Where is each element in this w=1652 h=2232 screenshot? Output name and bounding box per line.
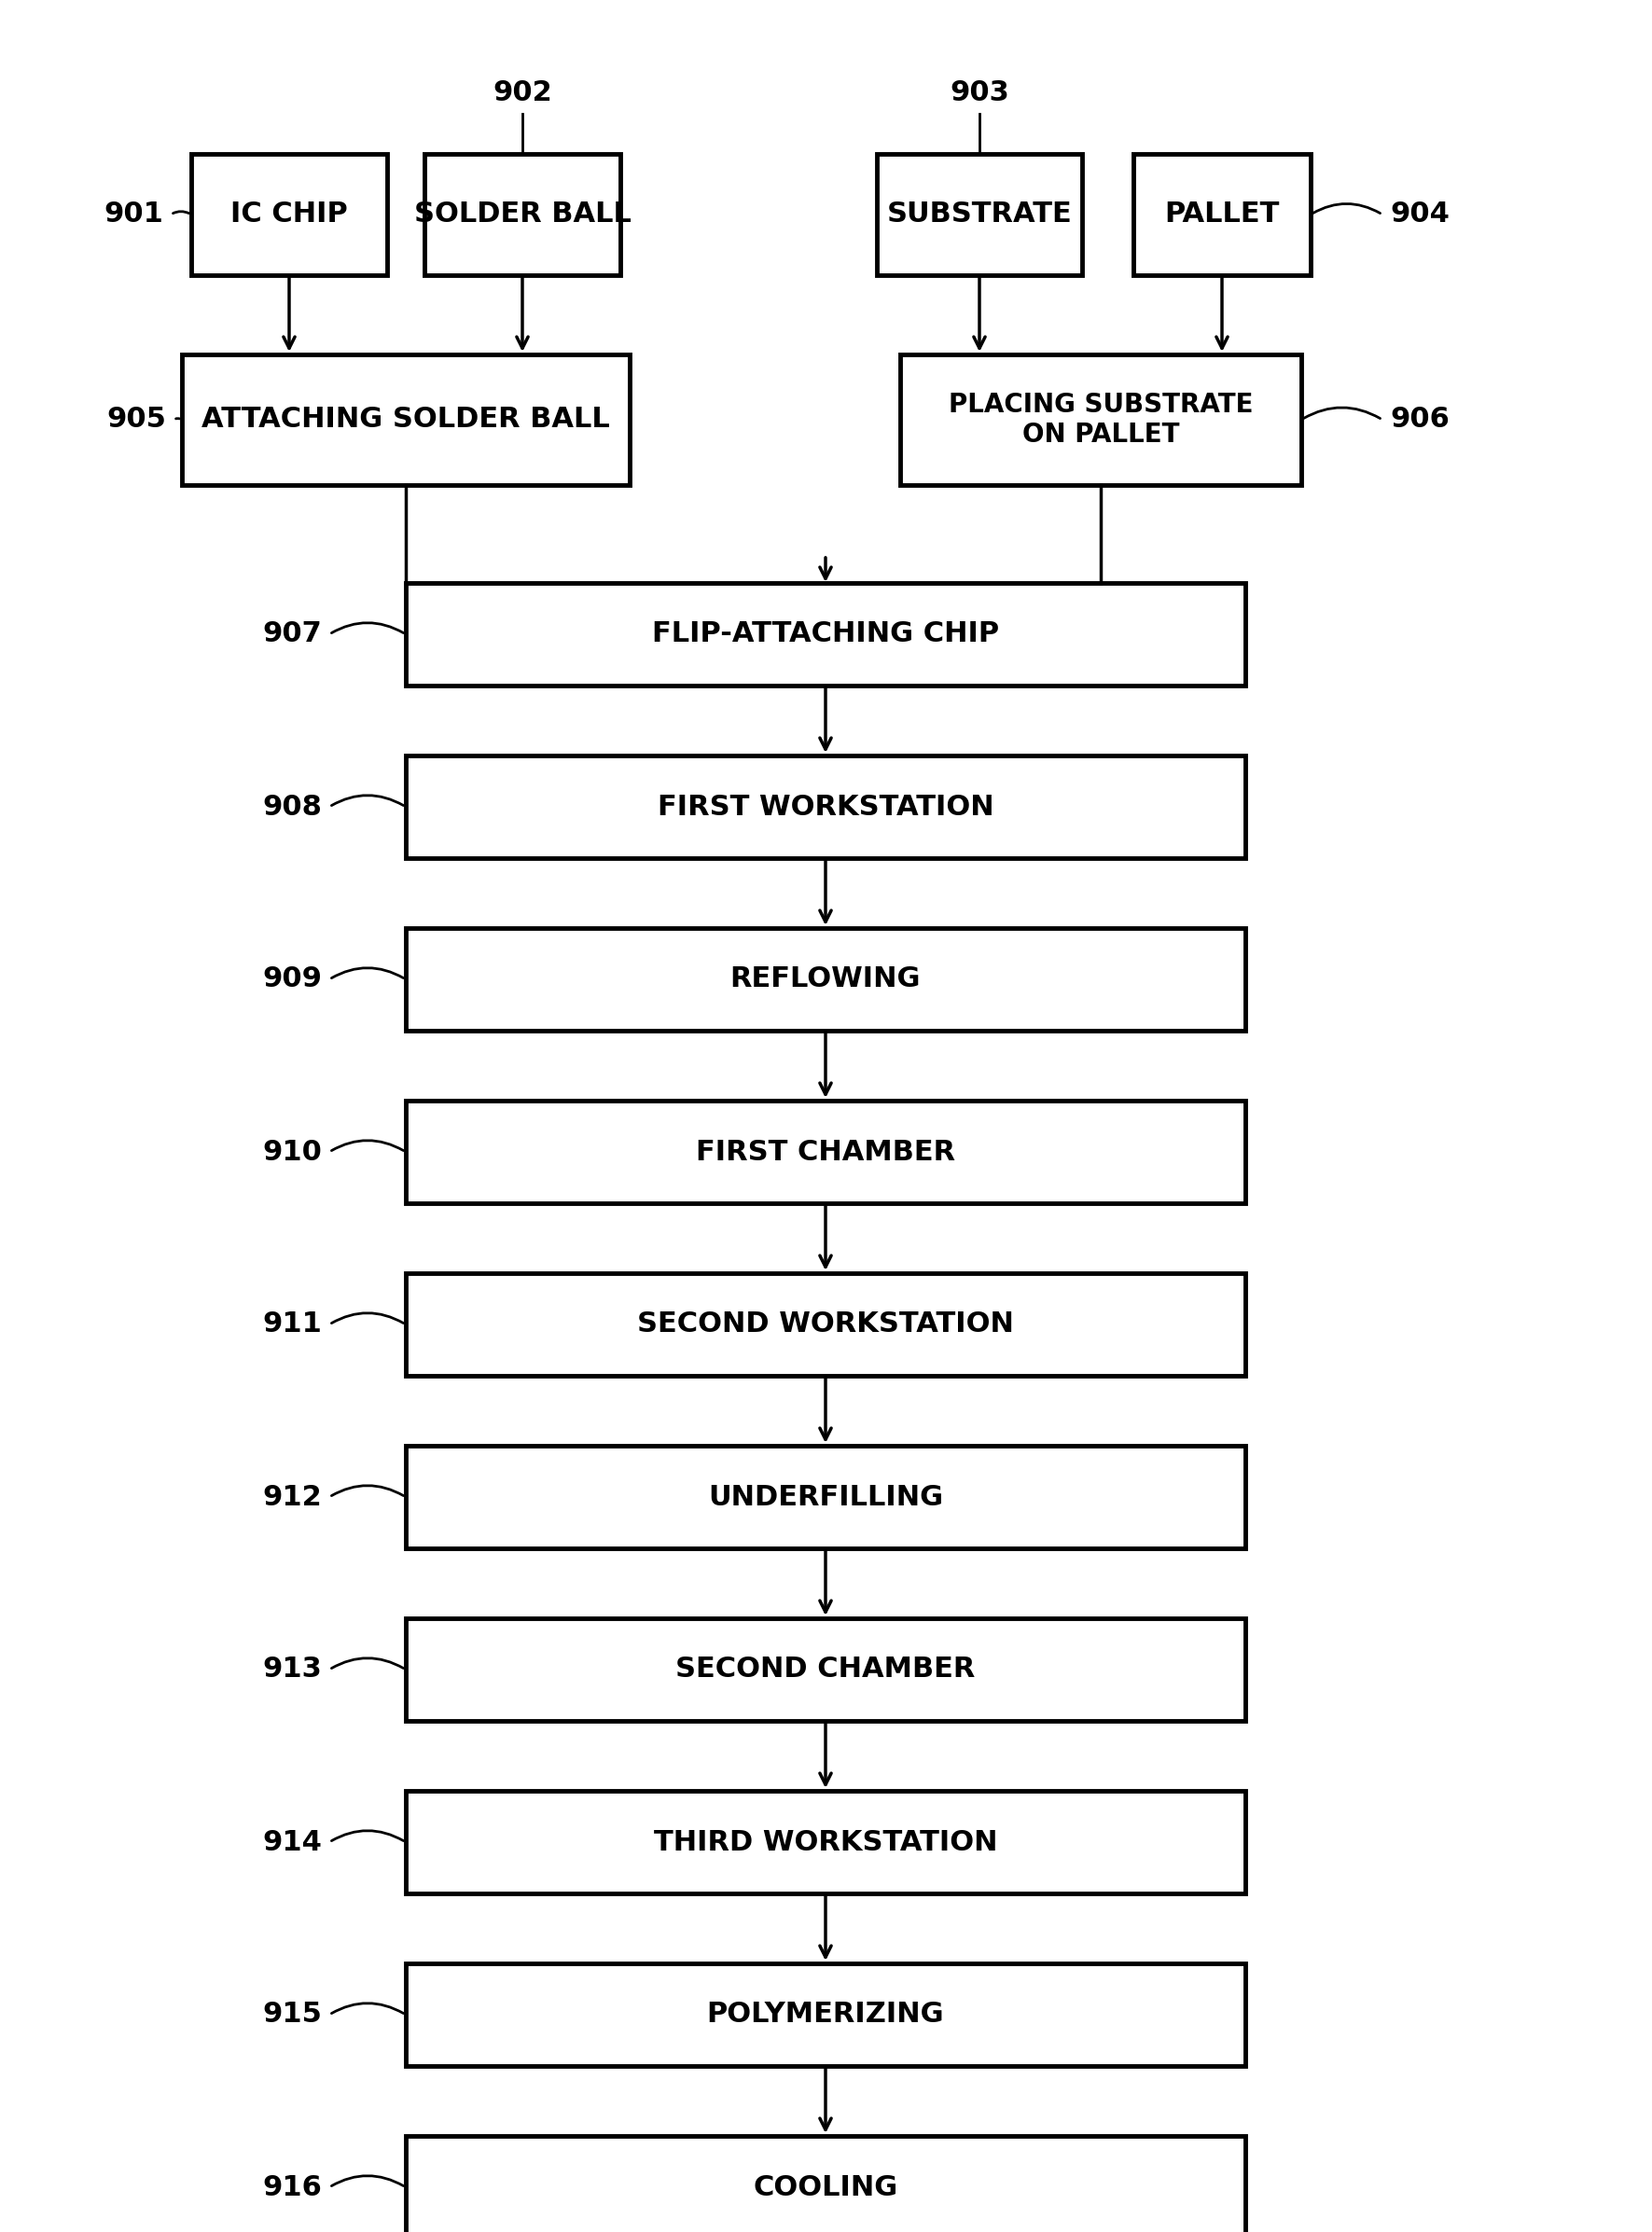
Bar xyxy=(406,754,1246,857)
Text: 904: 904 xyxy=(1389,201,1449,228)
Bar xyxy=(877,154,1082,275)
Text: 903: 903 xyxy=(950,80,1009,107)
Bar xyxy=(406,1964,1246,2067)
Text: 909: 909 xyxy=(263,966,322,993)
Text: FIRST WORKSTATION: FIRST WORKSTATION xyxy=(657,792,995,821)
Bar xyxy=(192,154,387,275)
Text: FIRST CHAMBER: FIRST CHAMBER xyxy=(695,1138,955,1165)
Bar xyxy=(406,2136,1246,2232)
Bar xyxy=(406,929,1246,1031)
Text: 902: 902 xyxy=(492,80,552,107)
Text: 907: 907 xyxy=(263,620,322,647)
Text: 914: 914 xyxy=(263,1828,322,1855)
Text: UNDERFILLING: UNDERFILLING xyxy=(709,1484,943,1511)
Bar xyxy=(182,355,629,484)
Text: SECOND WORKSTATION: SECOND WORKSTATION xyxy=(638,1310,1014,1337)
Text: ATTACHING SOLDER BALL: ATTACHING SOLDER BALL xyxy=(202,406,610,433)
Bar xyxy=(406,1446,1246,1549)
Text: 915: 915 xyxy=(263,2002,322,2029)
Text: REFLOWING: REFLOWING xyxy=(730,966,920,993)
Text: 910: 910 xyxy=(263,1138,322,1165)
Text: SECOND CHAMBER: SECOND CHAMBER xyxy=(676,1656,975,1683)
Text: 913: 913 xyxy=(263,1656,322,1683)
Text: 916: 916 xyxy=(263,2174,322,2201)
Bar xyxy=(406,1272,1246,1375)
Text: FLIP-ATTACHING CHIP: FLIP-ATTACHING CHIP xyxy=(653,620,999,647)
Text: 908: 908 xyxy=(263,792,322,821)
Bar xyxy=(406,1100,1246,1203)
Text: PLACING SUBSTRATE
ON PALLET: PLACING SUBSTRATE ON PALLET xyxy=(948,391,1252,449)
Text: THIRD WORKSTATION: THIRD WORKSTATION xyxy=(654,1828,998,1855)
Bar xyxy=(900,355,1302,484)
Text: 905: 905 xyxy=(106,406,167,433)
Text: IC CHIP: IC CHIP xyxy=(231,201,349,228)
Text: 901: 901 xyxy=(104,201,164,228)
Bar xyxy=(425,154,620,275)
Bar xyxy=(406,583,1246,685)
Bar xyxy=(406,1790,1246,1893)
Text: POLYMERIZING: POLYMERIZING xyxy=(707,2002,945,2029)
Text: PALLET: PALLET xyxy=(1165,201,1280,228)
Text: SOLDER BALL: SOLDER BALL xyxy=(413,201,631,228)
Text: 911: 911 xyxy=(263,1310,322,1337)
Bar xyxy=(406,1618,1246,1721)
Text: 912: 912 xyxy=(263,1484,322,1511)
Text: 906: 906 xyxy=(1389,406,1449,433)
Text: COOLING: COOLING xyxy=(753,2174,899,2201)
Bar xyxy=(1133,154,1310,275)
Text: SUBSTRATE: SUBSTRATE xyxy=(887,201,1072,228)
